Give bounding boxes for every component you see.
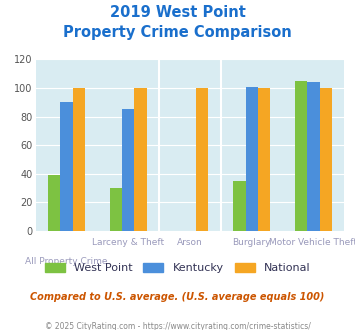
- Bar: [122, 110, 134, 231]
- Bar: [110, 188, 122, 231]
- Bar: [320, 88, 332, 231]
- Bar: [196, 88, 208, 231]
- Text: Motor Vehicle Theft: Motor Vehicle Theft: [269, 238, 355, 247]
- Text: Compared to U.S. average. (U.S. average equals 100): Compared to U.S. average. (U.S. average …: [30, 292, 325, 302]
- Bar: [307, 82, 320, 231]
- Bar: [48, 175, 60, 231]
- Text: All Property Crime: All Property Crime: [25, 257, 108, 266]
- Bar: [258, 88, 270, 231]
- Text: 2019 West Point: 2019 West Point: [110, 5, 245, 20]
- Bar: [60, 102, 72, 231]
- Text: © 2025 CityRating.com - https://www.cityrating.com/crime-statistics/: © 2025 CityRating.com - https://www.city…: [45, 322, 310, 330]
- Text: Arson: Arson: [177, 238, 203, 247]
- Bar: [72, 88, 85, 231]
- Text: Burglary: Burglary: [233, 238, 271, 247]
- Bar: [295, 81, 307, 231]
- Bar: [233, 181, 246, 231]
- Text: Property Crime Comparison: Property Crime Comparison: [63, 25, 292, 40]
- Bar: [134, 88, 147, 231]
- Text: Larceny & Theft: Larceny & Theft: [92, 238, 164, 247]
- Legend: West Point, Kentucky, National: West Point, Kentucky, National: [45, 263, 310, 273]
- Bar: [246, 86, 258, 231]
